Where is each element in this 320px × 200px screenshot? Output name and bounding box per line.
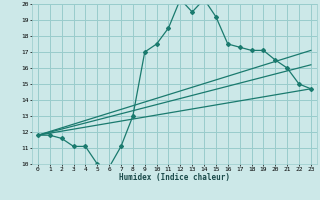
X-axis label: Humidex (Indice chaleur): Humidex (Indice chaleur) — [119, 173, 230, 182]
